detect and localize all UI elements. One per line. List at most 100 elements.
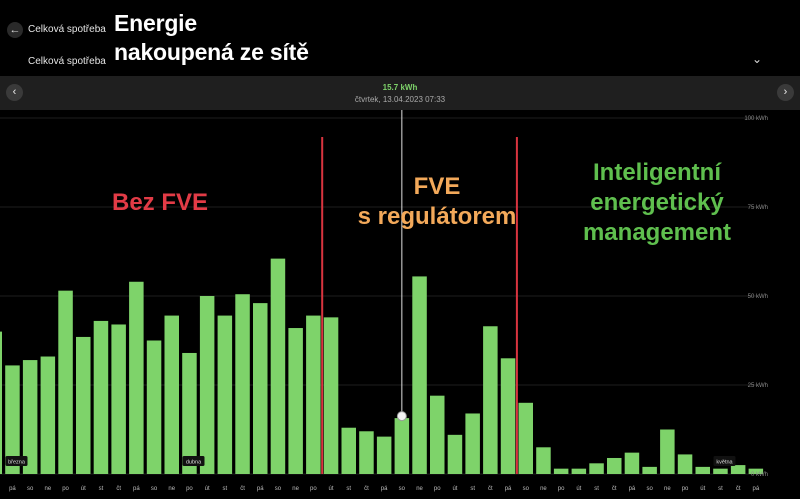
bar[interactable] <box>677 454 693 474</box>
bar[interactable] <box>22 360 38 474</box>
x-tick-label: so <box>275 486 282 492</box>
bar[interactable] <box>394 418 410 474</box>
y-tick-label: 75 kWh <box>748 205 768 211</box>
x-tick-label: út <box>81 486 86 492</box>
bar[interactable] <box>483 326 498 474</box>
bar[interactable] <box>235 294 250 474</box>
bar[interactable] <box>217 315 233 474</box>
bar[interactable] <box>40 356 56 474</box>
page-title-line-1: Energie <box>114 10 197 36</box>
bar[interactable] <box>323 317 339 474</box>
bar[interactable] <box>642 466 657 474</box>
x-tick-label: ne <box>540 486 547 492</box>
chevron-down-icon[interactable]: ⌄ <box>752 52 763 66</box>
x-tick-label: čt <box>364 486 369 492</box>
bars <box>0 258 764 475</box>
page-title-line-2: nakoupená ze sítě <box>114 39 309 65</box>
x-tick-label: út <box>205 486 210 492</box>
breadcrumb[interactable]: Celková spotřeba <box>28 24 106 35</box>
month-marker-bg <box>182 456 205 466</box>
x-tick-label: ne <box>664 486 671 492</box>
bar[interactable] <box>447 434 463 474</box>
x-tick-label: po <box>682 486 689 492</box>
bar[interactable] <box>695 466 711 474</box>
bar[interactable] <box>465 413 480 474</box>
bar[interactable] <box>589 463 604 474</box>
x-tick-label: ne <box>168 486 175 492</box>
month-marker-bg <box>713 456 736 466</box>
bar[interactable] <box>571 468 587 474</box>
x-tick-label: st <box>470 486 475 492</box>
month-marker: dubna <box>182 456 205 466</box>
chevron-right-icon[interactable]: › <box>777 84 794 101</box>
y-tick-labels: 0 kWh 25 kWh 50 kWh 75 kWh 100 kWh <box>744 116 768 478</box>
bar[interactable] <box>0 331 2 474</box>
x-tick-label: so <box>27 486 34 492</box>
x-tick-label: po <box>62 486 69 492</box>
bar[interactable] <box>500 358 516 474</box>
bar[interactable] <box>199 296 215 474</box>
app-header: ← Celková spotřeba Energie nakoupená ze … <box>0 0 800 76</box>
bar[interactable] <box>288 328 303 474</box>
bar[interactable] <box>730 465 746 474</box>
bar[interactable] <box>660 429 675 475</box>
back-arrow-icon[interactable]: ← <box>7 22 23 38</box>
bar[interactable] <box>748 468 764 474</box>
bar[interactable] <box>164 315 180 474</box>
x-tick-label: čt <box>116 486 121 492</box>
x-tick-label: čt <box>612 486 617 492</box>
bar[interactable] <box>713 468 728 474</box>
chevron-left-icon[interactable]: ‹ <box>6 84 23 101</box>
x-tick-label: so <box>646 486 653 492</box>
month-marker: března <box>5 456 28 466</box>
bar[interactable] <box>359 431 374 474</box>
y-tick-label: 100 kWh <box>744 116 768 122</box>
bar[interactable] <box>146 340 162 475</box>
cursor-handle[interactable] <box>396 411 407 422</box>
bar[interactable] <box>182 352 197 474</box>
x-tick-label: po <box>434 486 441 492</box>
annotation-right-line-1: Inteligentní <box>593 159 722 186</box>
bar[interactable] <box>253 303 268 474</box>
bar[interactable] <box>624 452 640 474</box>
bar[interactable] <box>430 395 445 474</box>
bar[interactable] <box>553 468 569 474</box>
bar[interactable] <box>93 320 109 474</box>
x-tick-label: čt <box>736 486 741 492</box>
cursor-date: čtvrtek, 13.04.2023 07:33 <box>354 95 446 104</box>
bar[interactable] <box>306 315 321 474</box>
x-tick-label: pá <box>133 486 140 492</box>
month-marker-bg <box>5 456 28 466</box>
x-tick-label: pá <box>381 486 388 492</box>
x-tick-label: út <box>329 486 334 492</box>
cursor[interactable] <box>396 110 407 422</box>
bar[interactable] <box>111 324 126 474</box>
x-tick-label: st <box>346 486 351 492</box>
x-tick-label: st <box>223 486 228 492</box>
x-tick-label: ne <box>45 486 52 492</box>
bar[interactable] <box>607 457 622 474</box>
bar[interactable] <box>412 276 427 474</box>
month-marker-label: května <box>716 460 733 466</box>
bar[interactable] <box>270 258 286 474</box>
bar[interactable] <box>376 436 392 474</box>
bar[interactable] <box>129 281 144 474</box>
x-tick-label: so <box>399 486 406 492</box>
annotation-right-line-2: energetický <box>590 189 724 216</box>
x-tick-label: út <box>700 486 705 492</box>
consumption-select[interactable]: Celková spotřeba <box>28 56 106 67</box>
x-tick-label: so <box>151 486 158 492</box>
y-tick-label: 25 kWh <box>748 383 768 389</box>
month-markers: března dubna května <box>5 456 736 466</box>
x-tick-label: čt <box>240 486 245 492</box>
page-title: Energie nakoupená ze sítě <box>114 9 374 67</box>
bar[interactable] <box>518 402 534 474</box>
bar[interactable] <box>76 336 91 474</box>
bar[interactable] <box>341 427 357 474</box>
bar[interactable] <box>536 447 551 474</box>
x-tick-label: st <box>99 486 104 492</box>
bar[interactable] <box>5 365 20 474</box>
energy-bar-chart[interactable]: března dubna května čt pá so ne po út st čt pá so ne… <box>0 110 800 499</box>
bar[interactable] <box>58 290 73 474</box>
x-tick-label: út <box>576 486 581 492</box>
